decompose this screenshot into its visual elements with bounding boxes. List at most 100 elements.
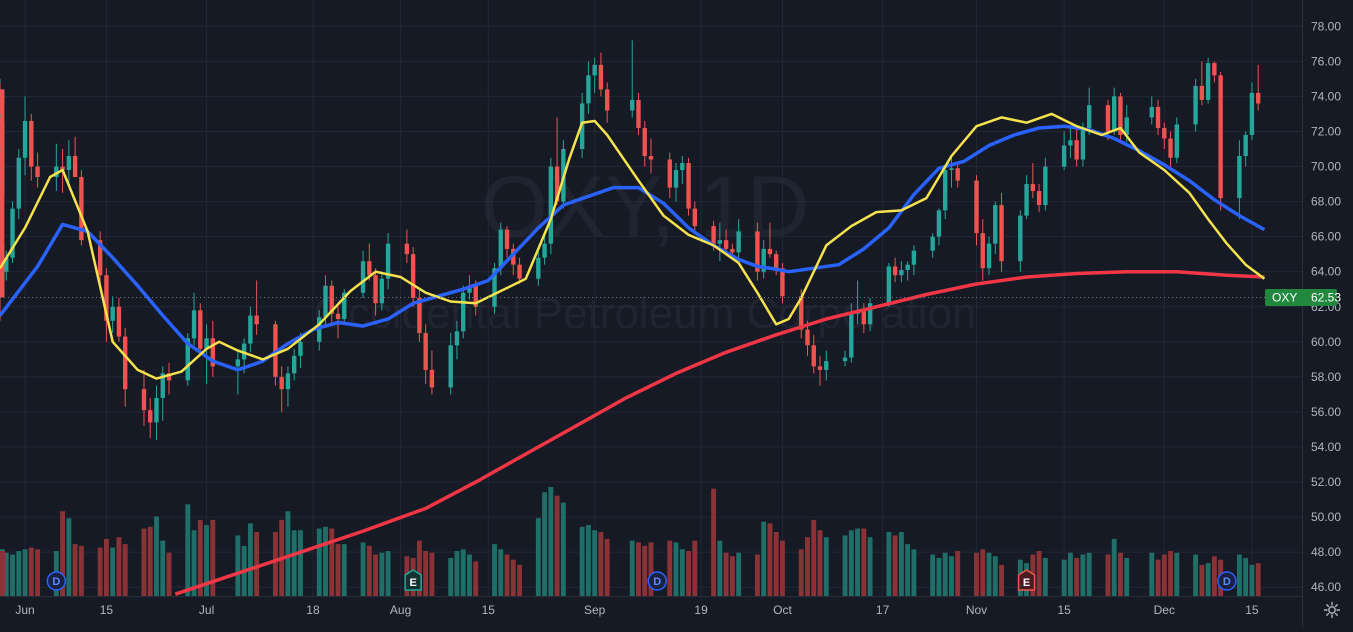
candle-body[interactable] bbox=[542, 243, 547, 258]
candle-body[interactable] bbox=[692, 208, 698, 227]
candle-body[interactable] bbox=[141, 389, 147, 411]
candle-body[interactable] bbox=[1124, 117, 1129, 135]
candle-body[interactable] bbox=[943, 170, 948, 211]
candle-body[interactable] bbox=[723, 240, 729, 249]
candle-body[interactable] bbox=[429, 369, 435, 388]
candle-body[interactable] bbox=[886, 266, 892, 304]
candle-body[interactable] bbox=[379, 278, 385, 304]
candle-body[interactable] bbox=[154, 397, 159, 423]
candle-body[interactable] bbox=[323, 285, 328, 318]
candle-body[interactable] bbox=[1112, 96, 1117, 132]
candle-body[interactable] bbox=[755, 231, 760, 272]
candle-body[interactable] bbox=[0, 243, 5, 263]
candle-body[interactable] bbox=[185, 338, 190, 381]
earnings-marker[interactable]: E bbox=[1017, 569, 1036, 591]
settings-button[interactable] bbox=[1323, 601, 1341, 619]
candle-body[interactable] bbox=[905, 264, 910, 270]
candle-body[interactable] bbox=[0, 156, 5, 158]
candles[interactable] bbox=[0, 40, 1261, 440]
candle-body[interactable] bbox=[780, 268, 785, 297]
candle-body[interactable] bbox=[761, 248, 766, 272]
candle-body[interactable] bbox=[1174, 124, 1179, 158]
candle-body[interactable] bbox=[498, 229, 503, 269]
candle-body[interactable] bbox=[35, 166, 40, 178]
candle-body[interactable] bbox=[949, 168, 954, 171]
candle-body[interactable] bbox=[79, 177, 84, 241]
candle-body[interactable] bbox=[461, 292, 466, 332]
candle-body[interactable] bbox=[1218, 75, 1223, 199]
candle-body[interactable] bbox=[930, 236, 935, 251]
candle-body[interactable] bbox=[1205, 63, 1211, 100]
candle-body[interactable] bbox=[1061, 145, 1067, 167]
candle-body[interactable] bbox=[254, 315, 259, 325]
candle-body[interactable] bbox=[993, 205, 998, 244]
candle-body[interactable] bbox=[417, 298, 422, 334]
candle-body[interactable] bbox=[191, 310, 197, 339]
candle-body[interactable] bbox=[1043, 166, 1048, 206]
candle-body[interactable] bbox=[861, 310, 867, 325]
candle-body[interactable] bbox=[10, 208, 15, 258]
candle-body[interactable] bbox=[517, 264, 522, 279]
candle-body[interactable] bbox=[811, 345, 816, 367]
candle-body[interactable] bbox=[1255, 92, 1261, 104]
candle-body[interactable] bbox=[116, 306, 122, 337]
candle-body[interactable] bbox=[0, 271, 5, 284]
candle-body[interactable] bbox=[824, 361, 829, 370]
candle-body[interactable] bbox=[1024, 184, 1029, 216]
candle-body[interactable] bbox=[680, 163, 685, 171]
candle-body[interactable] bbox=[911, 250, 917, 265]
candle-body[interactable] bbox=[642, 127, 647, 157]
candle-body[interactable] bbox=[292, 355, 297, 374]
candle-body[interactable] bbox=[0, 182, 5, 213]
candle-body[interactable] bbox=[730, 248, 735, 253]
candle-body[interactable] bbox=[554, 166, 560, 202]
candle-body[interactable] bbox=[774, 254, 779, 269]
candle-body[interactable] bbox=[298, 341, 303, 356]
candle-body[interactable] bbox=[110, 306, 115, 321]
candle-body[interactable] bbox=[367, 261, 372, 276]
candle-body[interactable] bbox=[711, 226, 716, 244]
candle-body[interactable] bbox=[673, 170, 679, 188]
candle-body[interactable] bbox=[980, 233, 985, 269]
candle-body[interactable] bbox=[1168, 138, 1173, 158]
candle-body[interactable] bbox=[1030, 184, 1036, 192]
candle-body[interactable] bbox=[1237, 156, 1242, 199]
candle-body[interactable] bbox=[97, 240, 103, 276]
candle-body[interactable] bbox=[1212, 63, 1217, 76]
candle-body[interactable] bbox=[423, 333, 428, 370]
candle-body[interactable] bbox=[235, 359, 241, 367]
candle-body[interactable] bbox=[210, 338, 216, 367]
candle-body[interactable] bbox=[0, 168, 5, 183]
candle-body[interactable] bbox=[1193, 85, 1198, 125]
candle-body[interactable] bbox=[29, 120, 34, 167]
dividend-marker[interactable]: D bbox=[1217, 571, 1237, 591]
candle-body[interactable] bbox=[1243, 134, 1248, 157]
candle-body[interactable] bbox=[204, 338, 209, 349]
candle-body[interactable] bbox=[329, 285, 334, 314]
candle-body[interactable] bbox=[60, 166, 65, 171]
candle-body[interactable] bbox=[22, 120, 28, 158]
candle-body[interactable] bbox=[335, 313, 341, 320]
candle-body[interactable] bbox=[0, 89, 5, 125]
candle-body[interactable] bbox=[160, 373, 165, 398]
candle-body[interactable] bbox=[241, 343, 247, 360]
candle-body[interactable] bbox=[385, 243, 391, 279]
candle-body[interactable] bbox=[592, 64, 597, 76]
candle-body[interactable] bbox=[279, 376, 284, 390]
candle-body[interactable] bbox=[66, 156, 72, 171]
candle-body[interactable] bbox=[899, 269, 904, 276]
candle-body[interactable] bbox=[404, 243, 410, 255]
candle-body[interactable] bbox=[16, 157, 21, 209]
candle-body[interactable] bbox=[842, 357, 848, 362]
candle-body[interactable] bbox=[955, 168, 960, 181]
candle-body[interactable] bbox=[285, 373, 291, 390]
candle-body[interactable] bbox=[849, 313, 854, 358]
candle-body[interactable] bbox=[473, 285, 478, 307]
candle-body[interactable] bbox=[667, 159, 672, 188]
candle-body[interactable] bbox=[1118, 96, 1123, 135]
candle-body[interactable] bbox=[799, 296, 804, 330]
candle-body[interactable] bbox=[504, 229, 510, 249]
